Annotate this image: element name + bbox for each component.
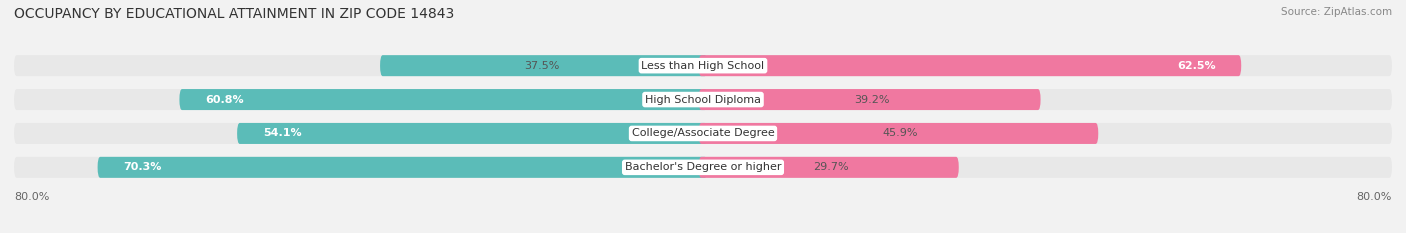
Text: College/Associate Degree: College/Associate Degree [631,128,775,138]
FancyBboxPatch shape [699,55,1241,76]
FancyBboxPatch shape [380,55,707,76]
Text: 80.0%: 80.0% [14,192,49,202]
Text: 80.0%: 80.0% [1357,192,1392,202]
Text: Bachelor's Degree or higher: Bachelor's Degree or higher [624,162,782,172]
FancyBboxPatch shape [14,89,1392,110]
FancyBboxPatch shape [180,89,707,110]
Text: 62.5%: 62.5% [1177,61,1215,71]
FancyBboxPatch shape [699,123,1098,144]
Text: 54.1%: 54.1% [263,128,301,138]
FancyBboxPatch shape [97,157,707,178]
Text: Less than High School: Less than High School [641,61,765,71]
FancyBboxPatch shape [699,157,959,178]
Text: 29.7%: 29.7% [813,162,849,172]
Text: OCCUPANCY BY EDUCATIONAL ATTAINMENT IN ZIP CODE 14843: OCCUPANCY BY EDUCATIONAL ATTAINMENT IN Z… [14,7,454,21]
Text: 70.3%: 70.3% [124,162,162,172]
FancyBboxPatch shape [14,123,1392,144]
Text: High School Diploma: High School Diploma [645,95,761,105]
Text: Source: ZipAtlas.com: Source: ZipAtlas.com [1281,7,1392,17]
FancyBboxPatch shape [699,89,1040,110]
Text: 45.9%: 45.9% [883,128,918,138]
FancyBboxPatch shape [14,55,1392,76]
FancyBboxPatch shape [14,157,1392,178]
Text: 60.8%: 60.8% [205,95,243,105]
Text: 37.5%: 37.5% [524,61,560,71]
FancyBboxPatch shape [238,123,707,144]
Text: 39.2%: 39.2% [853,95,890,105]
